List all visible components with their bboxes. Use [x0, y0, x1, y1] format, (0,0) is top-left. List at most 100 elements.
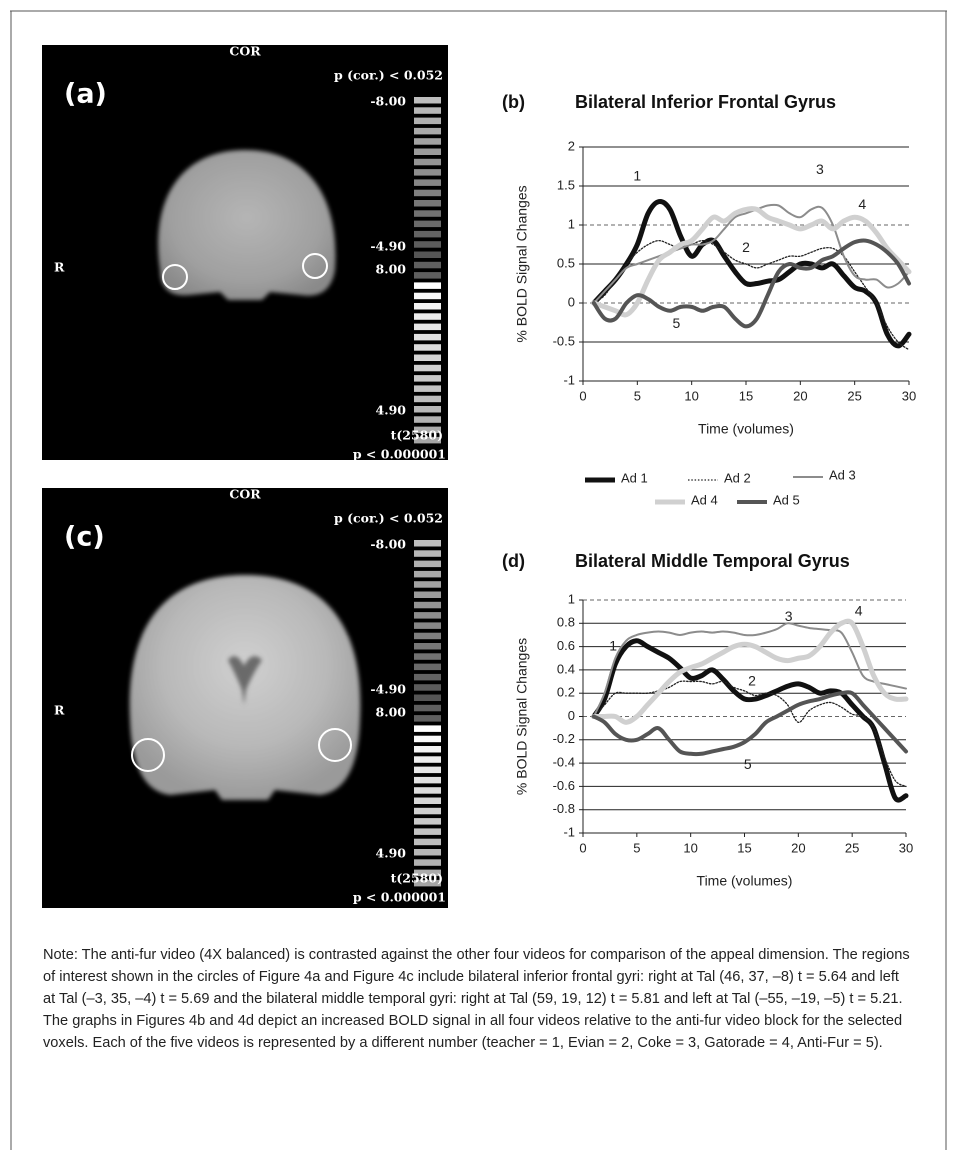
y-tick-label: 0.6: [557, 638, 575, 653]
y-axis-label: % BOLD Signal Changes: [514, 638, 530, 795]
x-tick-label: 0: [579, 840, 586, 855]
scale-stripe: [414, 97, 441, 104]
scale-stripe: [414, 385, 441, 392]
scale-stripe: [414, 622, 441, 629]
series-number: 2: [742, 239, 750, 255]
scale-stripe: [414, 252, 441, 259]
scale-stripe: [414, 633, 441, 640]
view-label: COR: [229, 487, 261, 502]
scale-stripe: [414, 334, 441, 341]
scale-stripe: [414, 540, 441, 547]
series-number: 3: [785, 608, 793, 624]
view-label: COR: [229, 44, 261, 59]
y-tick-label: 2: [568, 138, 575, 153]
scale-stripe: [414, 592, 441, 599]
series-number: 1: [633, 167, 641, 183]
scale-label: -8.00: [370, 94, 406, 109]
y-tick-label: -1: [563, 824, 575, 839]
x-tick-label: 5: [634, 388, 641, 403]
scale-stripe: [414, 684, 441, 691]
threshold-label: p (cor.) < 0.052: [334, 68, 443, 83]
scale-stripe: [414, 200, 441, 207]
legend-label: Ad 4: [691, 492, 718, 507]
y-tick-label: 0.2: [557, 685, 575, 700]
x-axis-label: Time (volumes): [698, 421, 794, 437]
x-tick-label: 25: [847, 388, 861, 403]
scale-stripe: [414, 303, 441, 310]
chart-title: Bilateral Inferior Frontal Gyrus: [575, 92, 836, 112]
scale-stripe: [414, 746, 441, 753]
x-tick-label: 10: [683, 840, 697, 855]
scale-stripe: [414, 674, 441, 681]
panel-label: (d): [502, 551, 525, 571]
scale-stripe: [414, 149, 441, 156]
y-axis-label: % BOLD Signal Changes: [514, 185, 530, 342]
scale-stripe: [414, 118, 441, 125]
scale-stripe: [414, 550, 441, 557]
scale-stripe: [414, 756, 441, 763]
scale-stripe: [414, 355, 441, 362]
scale-stripe: [414, 653, 441, 660]
scale-stripe: [414, 138, 441, 145]
scale-stripe: [414, 798, 441, 805]
x-tick-label: 20: [791, 840, 805, 855]
scale-stripe: [414, 282, 441, 289]
scale-stripe: [414, 231, 441, 238]
scale-label: 8.00: [376, 262, 407, 277]
scale-stripe: [414, 818, 441, 825]
y-tick-label: -0.5: [553, 333, 575, 348]
scale-stripe: [414, 416, 441, 423]
scale-stripe: [414, 241, 441, 248]
scale-stripe: [414, 179, 441, 186]
scale-label: -4.90: [370, 682, 406, 697]
scale-stripe: [414, 221, 441, 228]
scale-label: 8.00: [376, 705, 407, 720]
y-tick-label: -0.8: [553, 801, 575, 816]
scale-stripe: [414, 777, 441, 784]
scale-stripe: [414, 839, 441, 846]
scale-stripe: [414, 581, 441, 588]
y-tick-label: 0: [568, 294, 575, 309]
x-tick-label: 15: [737, 840, 751, 855]
x-tick-label: 15: [739, 388, 753, 403]
x-tick-label: 5: [633, 840, 640, 855]
scale-stripe: [414, 313, 441, 320]
y-tick-label: -0.4: [553, 755, 575, 770]
scale-stripe: [414, 272, 441, 279]
scale-stripe: [414, 602, 441, 609]
scale-stripe: [414, 169, 441, 176]
series-number: 4: [855, 602, 863, 618]
scale-stripe: [414, 664, 441, 671]
scale-stripe: [414, 828, 441, 835]
y-tick-label: 0.4: [557, 661, 575, 676]
page: (a)CORp (cor.) < 0.052-8.00-4.908.004.90…: [0, 0, 958, 1150]
scale-stripe: [414, 859, 441, 866]
x-tick-label: 30: [899, 840, 913, 855]
threshold-label: p (cor.) < 0.052: [334, 511, 443, 526]
x-tick-label: 25: [845, 840, 859, 855]
x-tick-label: 10: [684, 388, 698, 403]
scale-stripe: [414, 643, 441, 650]
series-number: 5: [744, 756, 752, 772]
p-value-label: p < 0.000001: [353, 447, 446, 462]
scale-label: -8.00: [370, 537, 406, 552]
side-label: R: [54, 260, 65, 275]
scale-stripe: [414, 612, 441, 619]
y-tick-label: 1.5: [557, 177, 575, 192]
series-number: 2: [748, 672, 756, 688]
series-line: [594, 641, 906, 800]
y-tick-label: 1: [568, 591, 575, 606]
legend-label: Ad 1: [621, 470, 648, 485]
scale-stripe: [414, 210, 441, 217]
scale-stripe: [414, 375, 441, 382]
scale-stripe: [414, 107, 441, 114]
series-number: 5: [673, 315, 681, 331]
scale-stripe: [414, 128, 441, 134]
y-tick-label: 0.5: [557, 255, 575, 270]
scale-stripe: [414, 725, 441, 732]
image-label: (c): [64, 522, 105, 553]
legend-label: Ad 2: [724, 470, 751, 485]
scale-stripe: [414, 365, 441, 372]
scale-stripe: [414, 406, 441, 413]
chart-title: Bilateral Middle Temporal Gyrus: [575, 551, 850, 571]
